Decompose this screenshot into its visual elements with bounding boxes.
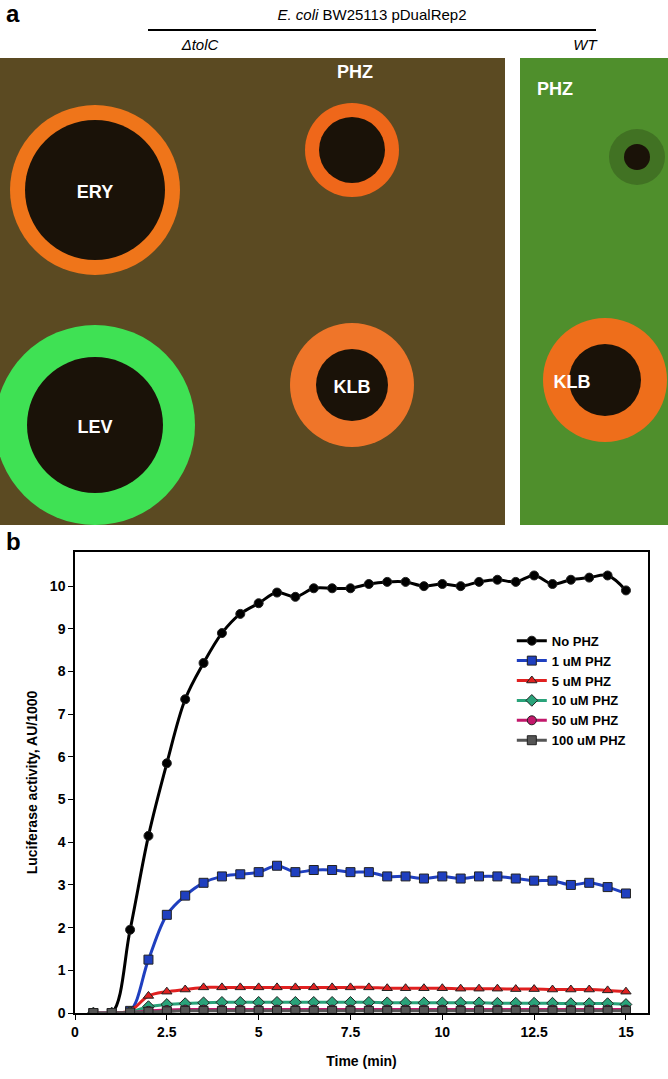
svg-text:4: 4 [58, 834, 66, 850]
svg-text:6: 6 [58, 749, 66, 765]
svg-text:No PHZ: No PHZ [552, 634, 599, 649]
svg-text:5: 5 [58, 791, 66, 807]
svg-text:2.5: 2.5 [157, 1024, 177, 1040]
svg-text:2: 2 [58, 920, 66, 936]
svg-text:Luciferase activity, AU/1000: Luciferase activity, AU/1000 [24, 690, 40, 874]
svg-text:7.5: 7.5 [341, 1024, 361, 1040]
svg-text:1: 1 [58, 962, 66, 978]
svg-text:7: 7 [58, 706, 66, 722]
svg-text:a: a [6, 0, 20, 27]
svg-text:PHZ: PHZ [337, 62, 373, 82]
svg-text:100 uM PHZ: 100 uM PHZ [552, 733, 626, 748]
svg-text:KLB: KLB [334, 377, 371, 397]
svg-text:5: 5 [255, 1024, 263, 1040]
svg-text:Time (min): Time (min) [326, 1053, 397, 1069]
svg-text:E. coli BW25113 pDualRep2: E. coli BW25113 pDualRep2 [278, 6, 467, 23]
svg-text:1 uM PHZ: 1 uM PHZ [552, 654, 611, 669]
html-text:b: b [6, 528, 21, 555]
svg-text:5 uM PHZ: 5 uM PHZ [552, 674, 611, 689]
svg-text:10 uM PHZ: 10 uM PHZ [552, 693, 619, 708]
svg-text:KLB: KLB [554, 372, 591, 392]
svg-text:PHZ: PHZ [537, 79, 573, 99]
svg-text:0: 0 [71, 1024, 79, 1040]
svg-text:LEV: LEV [77, 417, 112, 437]
svg-text:12.5: 12.5 [521, 1024, 548, 1040]
svg-text:15: 15 [618, 1024, 634, 1040]
svg-text:3: 3 [58, 877, 66, 893]
svg-text:50 uM PHZ: 50 uM PHZ [552, 713, 619, 728]
svg-text:9: 9 [58, 621, 66, 637]
svg-text:ΔtolC: ΔtolC [181, 36, 219, 53]
svg-text:8: 8 [58, 663, 66, 679]
svg-text:0: 0 [58, 1005, 66, 1021]
svg-text:WT: WT [573, 36, 598, 53]
svg-text:ERY: ERY [77, 182, 113, 202]
svg-text:10: 10 [50, 578, 66, 594]
svg-text:10: 10 [435, 1024, 451, 1040]
